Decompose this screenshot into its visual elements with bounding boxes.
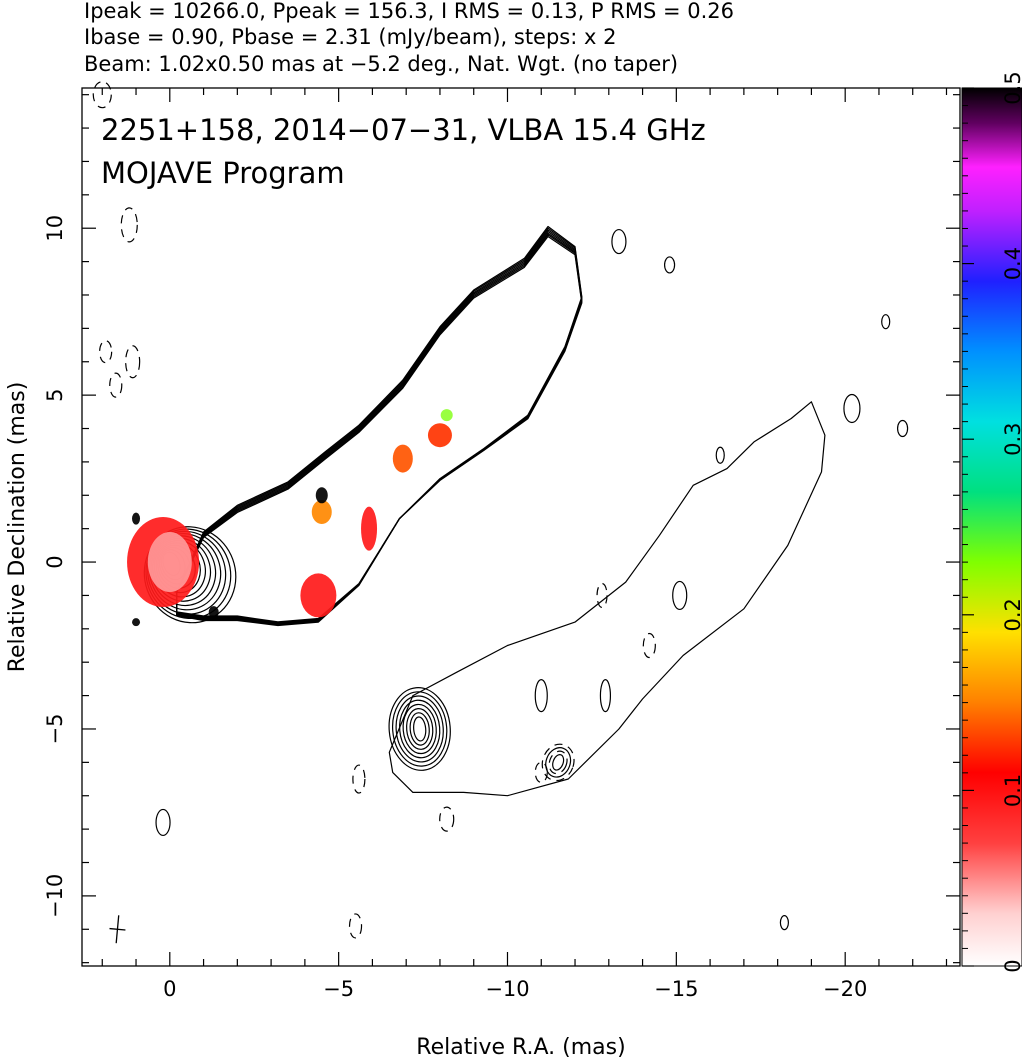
knot-contour: [392, 691, 448, 767]
jet-contour: [176, 232, 583, 624]
source-annotation: 2251+158, 2014−07−31, VLBA 15.4 GHz: [101, 113, 706, 147]
knot-contour: [388, 687, 451, 771]
negative-contour: [125, 345, 141, 379]
island-contour: [611, 228, 627, 255]
knot-contour: [413, 716, 427, 742]
y-tick-label: 10: [43, 215, 67, 242]
jet-contour: [176, 234, 583, 624]
header-line-1: Ipeak = 10266.0, Ppeak = 156.3, I RMS = …: [84, 0, 734, 23]
knot-contour: [406, 708, 434, 750]
x-tick-label: 0: [163, 977, 176, 1001]
y-tick-label: −5: [43, 713, 67, 744]
pol-edge: [208, 606, 219, 619]
negative-contour: [352, 764, 366, 794]
island-contour: [715, 446, 725, 464]
negative-contour: [439, 806, 455, 832]
colorbar-tick-label: 0.2: [1001, 598, 1022, 631]
island-contour: [779, 915, 790, 931]
colorbar-tick-label: 0.5: [1001, 71, 1022, 104]
x-tick-label: −20: [823, 977, 867, 1001]
pol-core-inner: [147, 532, 192, 593]
pol-knot: [300, 573, 337, 618]
knot-contour: [399, 699, 441, 759]
island-contour: [155, 808, 171, 837]
negative-contour: [596, 582, 608, 609]
island-contour: [663, 256, 676, 274]
negative-contour: [99, 340, 113, 364]
x-tick-label: −15: [654, 977, 698, 1001]
knot-contour: [409, 712, 430, 746]
colorbar-tick-label: 0: [1001, 959, 1022, 972]
island-contour: [896, 419, 909, 438]
contour-layer: [92, 81, 909, 939]
y-tick-label: 0: [43, 555, 67, 568]
pol-knot: [427, 423, 452, 448]
polarization-layer: [127, 409, 453, 627]
knot-contour: [541, 743, 575, 782]
island-contour: [599, 678, 612, 713]
x-tick-label: −10: [485, 977, 529, 1001]
island-contour: [534, 678, 548, 713]
pol-knot-edge: [315, 487, 328, 504]
header-line-3: Beam: 1.02x0.50 mas at −5.2 deg., Nat. W…: [84, 52, 678, 76]
negative-contour: [120, 207, 138, 243]
jet-contour: [176, 229, 583, 625]
pol-knot: [361, 506, 378, 551]
island-contour: [672, 580, 688, 611]
negative-contour: [109, 372, 123, 398]
jet-contour: [176, 230, 583, 625]
colorbar-tick-label: 0.3: [1001, 422, 1022, 455]
header-line-2: Ibase = 0.90, Pbase = 2.31 (mJy/beam), s…: [84, 25, 616, 49]
x-axis-title: Relative R.A. (mas): [416, 1035, 625, 1060]
jet-contour: [176, 225, 583, 627]
pol-edge: [132, 512, 141, 525]
colorbar-ticks: 0 0.1 0.2 0.3 0.4 0.5: [962, 71, 1022, 973]
negative-contour: [534, 761, 548, 783]
diffuse-contour: [388, 401, 826, 797]
y-axis-title: Relative Declination (mas): [5, 382, 30, 673]
island-contour: [843, 393, 861, 424]
pol-knot: [311, 499, 332, 524]
knot-contour: [545, 747, 572, 778]
y-tick-label: −10: [43, 874, 67, 918]
colorbar-tick-label: 0.4: [1001, 247, 1022, 280]
jet-contour: [176, 235, 583, 623]
colorbar-tick-label: 0.1: [1001, 774, 1022, 807]
jet-contour: [176, 227, 583, 626]
knot-contour: [395, 695, 444, 763]
knot-contour: [402, 703, 437, 755]
beam-marker: [109, 915, 126, 944]
knot-contour: [552, 754, 565, 771]
pol-edge: [132, 618, 141, 627]
plot-frame: [81, 87, 961, 967]
colorbar: [961, 87, 1022, 967]
x-tick-label: −5: [323, 977, 354, 1001]
negative-contour: [92, 81, 112, 109]
knot-contour: [548, 750, 568, 775]
negative-contour: [348, 913, 363, 939]
beam-minor-axis: [109, 927, 126, 931]
axis-ticks: [82, 88, 960, 966]
pol-knot: [392, 444, 413, 473]
negative-contour: [642, 632, 656, 659]
y-tick-label: 5: [43, 388, 67, 401]
pol-knot-edge: [440, 409, 453, 422]
island-contour: [881, 314, 891, 330]
program-annotation: MOJAVE Program: [101, 156, 345, 190]
